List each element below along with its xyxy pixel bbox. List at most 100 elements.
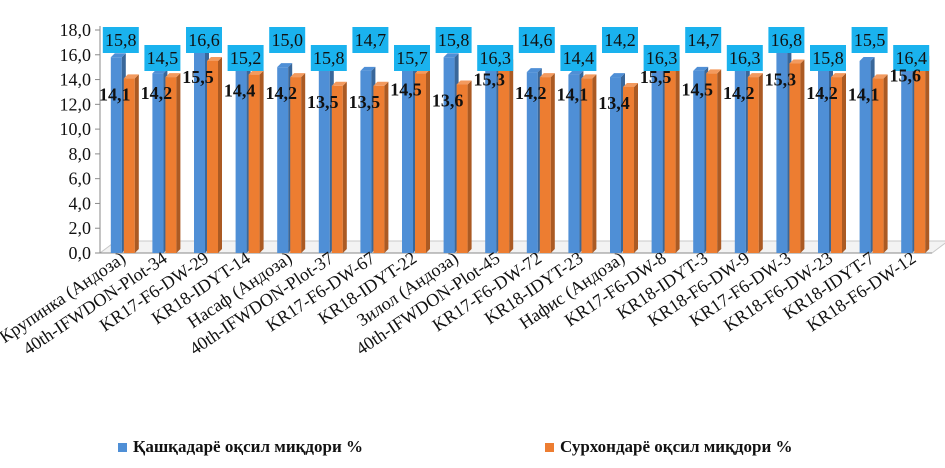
- bar-surkhandarya: [623, 86, 634, 253]
- bar-surkhandarya: [373, 85, 385, 253]
- bar-side-surkhandarya: [758, 73, 763, 253]
- legend-swatch-surkhandarya: [545, 442, 554, 452]
- bar-kashkadarya: [152, 73, 164, 253]
- data-label-box-kashkadarya: [768, 27, 805, 53]
- bar-top-kashkadarya: [859, 56, 875, 61]
- bar-top-kashkadarya: [526, 68, 542, 73]
- bar-side-surkhandarya: [467, 80, 472, 253]
- bar-kashkadarya: [277, 67, 289, 254]
- data-label-surkhandarya: 13,5: [307, 92, 339, 112]
- data-label-surkhandarya: 13,4: [598, 93, 630, 113]
- data-label-kashkadarya: 15,7: [396, 48, 428, 68]
- bar-side-surkhandarya: [426, 69, 430, 253]
- bar-side-surkhandarya: [634, 82, 638, 253]
- bar-side-surkhandarya: [176, 73, 181, 253]
- data-label-kashkadarya: 14,4: [563, 48, 595, 68]
- bar-top-surkhandarya: [373, 81, 389, 86]
- data-label-surkhandarya: 14,2: [265, 83, 297, 103]
- y-tick-label: 0,0: [69, 243, 92, 263]
- bar-side-surkhandarya: [800, 59, 805, 254]
- bar-surkhandarya: [498, 63, 510, 254]
- bar-kashkadarya: [734, 51, 746, 253]
- bar-surkhandarya: [415, 73, 426, 253]
- data-label-surkhandarya: 15,6: [889, 66, 921, 86]
- data-label-surkhandarya: 14,1: [557, 84, 589, 104]
- bar-top-kashkadarya: [443, 53, 459, 58]
- data-label-kashkadarya: 14,7: [687, 30, 719, 50]
- data-label-surkhandarya: 15,3: [473, 69, 505, 89]
- bar-surkhandarya: [747, 77, 759, 253]
- bar-surkhandarya: [207, 60, 218, 253]
- bar-side-surkhandarya: [675, 56, 680, 253]
- bar-side-surkhandarya: [592, 74, 597, 253]
- data-label-box-kashkadarya: [893, 45, 930, 71]
- bar-kashkadarya: [110, 57, 122, 253]
- data-label-surkhandarya: 14,2: [806, 83, 838, 103]
- y-tick-label: 8,0: [69, 144, 92, 164]
- y-tick-label: 4,0: [69, 193, 92, 213]
- bar-kashkadarya: [901, 49, 913, 254]
- bar-kashkadarya: [194, 47, 205, 253]
- data-label-box-kashkadarya: [227, 45, 264, 71]
- data-label-surkhandarya: 14,4: [224, 81, 256, 101]
- data-label-kashkadarya: 16,8: [771, 30, 803, 50]
- data-label-kashkadarya: 15,5: [854, 30, 886, 50]
- data-label-kashkadarya: 14,2: [604, 30, 636, 50]
- bar-top-kashkadarya: [110, 53, 126, 58]
- bar-side-surkhandarya: [301, 73, 306, 253]
- bar-surkhandarya: [664, 60, 676, 253]
- data-label-box-kashkadarya: [810, 45, 846, 71]
- bar-surkhandarya: [706, 73, 718, 253]
- bar-surkhandarya: [581, 78, 593, 253]
- data-label-surkhandarya: 15,5: [182, 67, 214, 87]
- data-label-surkhandarya: 14,2: [141, 83, 173, 103]
- bar-kashkadarya: [776, 44, 788, 253]
- bar-top-kashkadarya: [360, 66, 376, 71]
- data-label-kashkadarya: 16,3: [729, 48, 761, 68]
- legend-label-surkhandarya: Сурхондарё оқсил миқдори %: [560, 437, 793, 456]
- data-label-kashkadarya: 15,2: [230, 48, 262, 68]
- data-label-kashkadarya: 14,7: [355, 30, 387, 50]
- bar-side-surkhandarya: [509, 59, 514, 254]
- data-label-kashkadarya: 16,4: [895, 48, 927, 68]
- data-label-kashkadarya: 15,0: [271, 30, 303, 50]
- data-label-box-kashkadarya: [102, 27, 139, 53]
- bar-top-surkhandarya: [165, 73, 181, 78]
- bar-top-kashkadarya: [610, 73, 625, 78]
- bar-kashkadarya: [651, 51, 663, 253]
- bar-top-surkhandarya: [207, 56, 222, 61]
- bar-kashkadarya: [443, 57, 455, 253]
- data-label-kashkadarya: 16,6: [188, 30, 220, 50]
- bar-top-surkhandarya: [581, 74, 597, 79]
- bar-kashkadarya: [318, 57, 330, 253]
- data-label-box-kashkadarya: [435, 27, 472, 53]
- data-label-box-kashkadarya: [685, 27, 722, 53]
- bar-side-surkhandarya: [550, 73, 555, 253]
- legend-item-kashkadarya: Қашқадарё оқсил миқдори %: [118, 437, 363, 457]
- y-tick-label: 16,0: [60, 45, 92, 65]
- bar-top-surkhandarya: [123, 74, 139, 79]
- data-label-box-kashkadarya: [186, 27, 222, 53]
- bar-side-surkhandarya: [925, 55, 930, 253]
- data-label-box-kashkadarya: [851, 27, 888, 53]
- bar-top-kashkadarya: [277, 63, 293, 68]
- bar-side-surkhandarya: [259, 70, 264, 253]
- bar-top-surkhandarya: [706, 69, 722, 74]
- bar-surkhandarya: [248, 74, 260, 253]
- y-tick-label: 6,0: [69, 169, 92, 189]
- data-label-box-kashkadarya: [144, 45, 181, 71]
- bar-top-kashkadarya: [568, 70, 584, 75]
- bar-surkhandarya: [123, 78, 135, 253]
- legend-label-kashkadarya: Қашқадарё оқсил миқдори %: [133, 437, 364, 456]
- bar-side-surkhandarya: [342, 81, 347, 253]
- bar-kashkadarya: [859, 60, 871, 253]
- bar-surkhandarya: [456, 84, 468, 253]
- data-label-box-kashkadarya: [394, 45, 430, 71]
- bar-top-surkhandarya: [539, 73, 555, 78]
- data-label-kashkadarya: 15,8: [105, 30, 137, 50]
- data-label-surkhandarya: 14,1: [848, 84, 880, 104]
- bar-surkhandarya: [331, 85, 343, 253]
- bar-top-kashkadarya: [693, 66, 709, 71]
- bar-top-surkhandarya: [623, 82, 638, 87]
